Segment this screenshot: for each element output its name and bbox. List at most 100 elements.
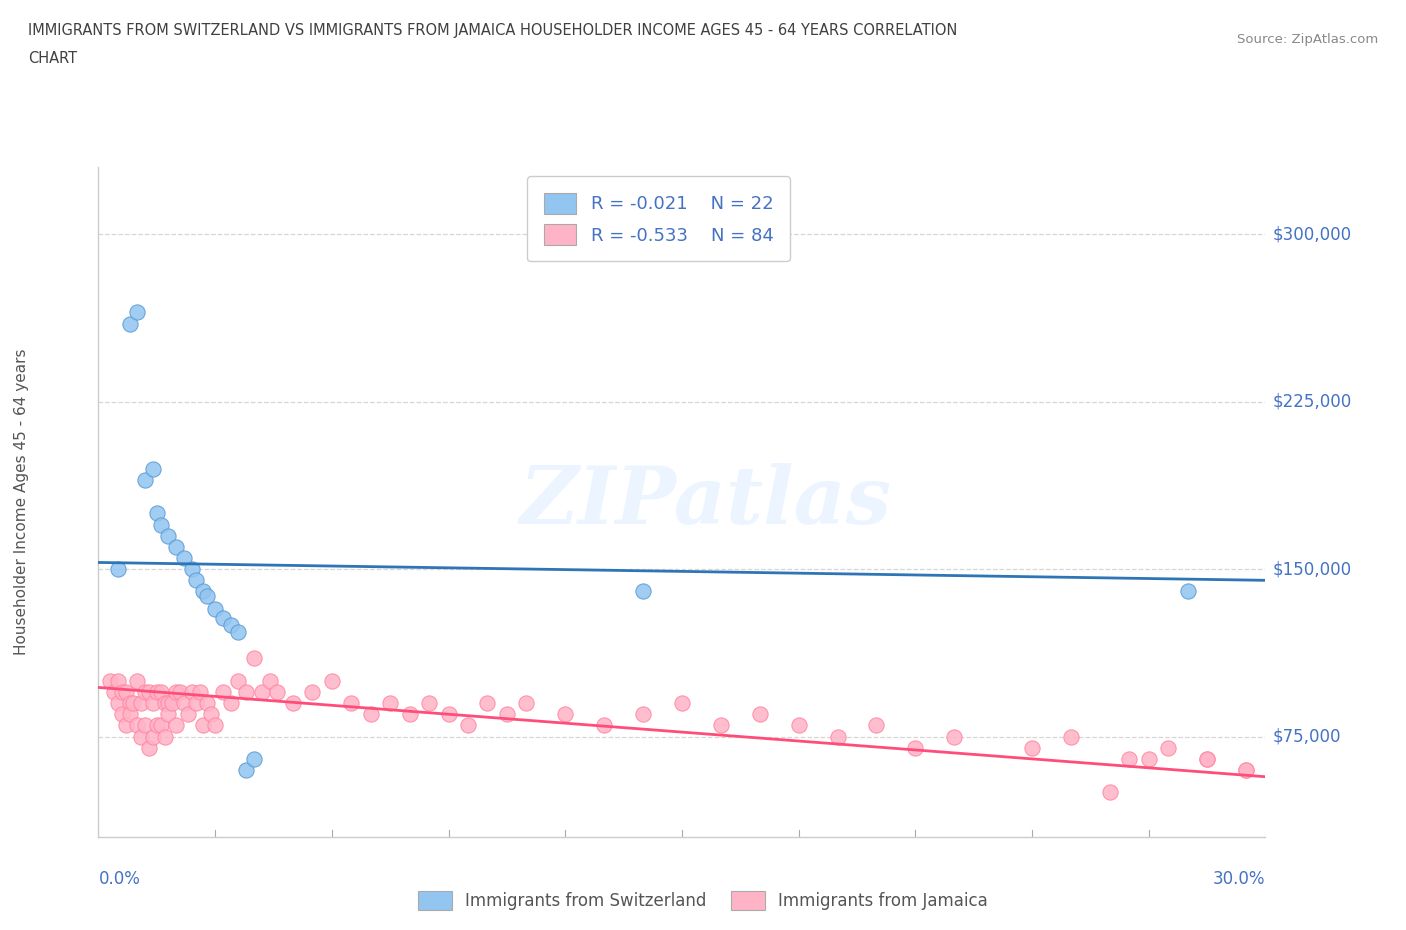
Point [149, 684, 172, 699]
Point [593, 718, 616, 733]
Point [1098, 785, 1121, 800]
Point [266, 684, 288, 699]
Point [173, 696, 195, 711]
Point [184, 696, 207, 711]
Text: $150,000: $150,000 [1272, 560, 1351, 578]
Point [259, 673, 281, 688]
Text: Source: ZipAtlas.com: Source: ZipAtlas.com [1237, 33, 1378, 46]
Point [107, 696, 129, 711]
Point [146, 684, 169, 699]
Point [177, 707, 200, 722]
Point [228, 624, 250, 639]
Point [219, 696, 242, 711]
Text: Householder Income Ages 45 - 64 years: Householder Income Ages 45 - 64 years [14, 349, 28, 656]
Point [1118, 751, 1140, 766]
Point [631, 584, 654, 599]
Point [111, 707, 134, 722]
Text: $225,000: $225,000 [1272, 392, 1351, 411]
Legend: Immigrants from Switzerland, Immigrants from Jamaica: Immigrants from Switzerland, Immigrants … [412, 884, 994, 917]
Point [243, 751, 266, 766]
Point [127, 305, 149, 320]
Text: 30.0%: 30.0% [1213, 870, 1265, 887]
Point [165, 718, 187, 733]
Point [195, 696, 218, 711]
Point [118, 696, 141, 711]
Point [631, 707, 654, 722]
Point [219, 618, 242, 632]
Point [134, 718, 156, 733]
Point [165, 684, 187, 699]
Point [1021, 740, 1043, 755]
Point [340, 696, 363, 711]
Point [107, 562, 129, 577]
Point [114, 684, 136, 699]
Point [243, 651, 266, 666]
Text: IMMIGRANTS FROM SWITZERLAND VS IMMIGRANTS FROM JAMAICA HOUSEHOLDER INCOME AGES 4: IMMIGRANTS FROM SWITZERLAND VS IMMIGRANT… [28, 23, 957, 38]
Point [138, 740, 160, 755]
Point [865, 718, 887, 733]
Point [212, 684, 235, 699]
Point [228, 673, 250, 688]
Point [98, 673, 121, 688]
Point [193, 718, 215, 733]
Point [1177, 584, 1199, 599]
Point [1060, 729, 1083, 744]
Point [157, 696, 180, 711]
Point [1195, 751, 1218, 766]
Point [398, 707, 420, 722]
Point [138, 684, 160, 699]
Text: CHART: CHART [28, 51, 77, 66]
Point [114, 718, 136, 733]
Point [184, 573, 207, 588]
Point [180, 562, 202, 577]
Point [321, 673, 343, 688]
Point [827, 729, 849, 744]
Text: $75,000: $75,000 [1272, 727, 1341, 746]
Point [235, 763, 257, 777]
Point [1234, 763, 1257, 777]
Point [162, 696, 184, 711]
Point [235, 684, 257, 699]
Point [134, 684, 156, 699]
Text: ZIPatlas: ZIPatlas [519, 463, 891, 541]
Point [107, 673, 129, 688]
Point [1157, 740, 1180, 755]
Point [165, 539, 187, 554]
Point [748, 707, 770, 722]
Point [418, 696, 440, 711]
Point [142, 461, 165, 476]
Point [904, 740, 927, 755]
Point [142, 696, 165, 711]
Point [457, 718, 479, 733]
Point [710, 718, 733, 733]
Point [204, 602, 226, 617]
Point [554, 707, 576, 722]
Point [1137, 751, 1160, 766]
Point [146, 506, 169, 521]
Legend: R = -0.021    N = 22, R = -0.533    N = 84: R = -0.021 N = 22, R = -0.533 N = 84 [527, 177, 790, 261]
Point [146, 718, 169, 733]
Point [180, 684, 202, 699]
Point [188, 684, 211, 699]
Point [127, 673, 149, 688]
Point [301, 684, 323, 699]
Point [149, 517, 172, 532]
Point [378, 696, 402, 711]
Point [943, 729, 966, 744]
Text: $300,000: $300,000 [1272, 225, 1351, 244]
Point [200, 707, 222, 722]
Point [204, 718, 226, 733]
Point [134, 472, 156, 487]
Point [127, 718, 149, 733]
Point [149, 718, 172, 733]
Point [129, 729, 152, 744]
Point [129, 696, 152, 711]
Point [193, 584, 215, 599]
Point [142, 729, 165, 744]
Point [169, 684, 191, 699]
Point [787, 718, 810, 733]
Point [118, 316, 141, 331]
Point [157, 707, 180, 722]
Point [111, 684, 134, 699]
Point [195, 589, 218, 604]
